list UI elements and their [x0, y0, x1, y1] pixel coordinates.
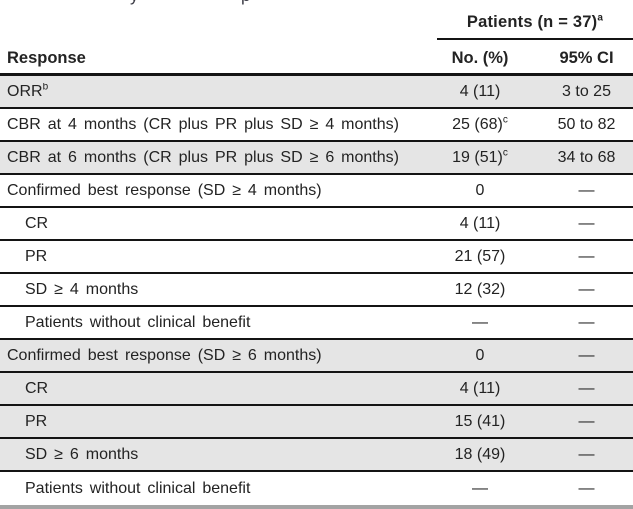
response-cell: Patients without clinical benefit: [0, 480, 420, 498]
patients-group-underline: [437, 38, 633, 40]
response-cell: ORRb: [0, 83, 420, 101]
response-cell: CBR at 6 months (CR plus PR plus SD ≥ 6 …: [0, 149, 420, 167]
response-label: PR: [25, 247, 48, 265]
table-row: Confirmed best response (SD ≥ 6 months) …: [0, 340, 633, 373]
response-label: CR: [25, 214, 49, 232]
table-row: Patients without clinical benefit — —: [0, 307, 633, 340]
response-cell: PR: [0, 248, 420, 266]
ci-cell: —: [578, 346, 595, 364]
ci-cell: —: [578, 379, 595, 397]
response-label: Patients without clinical benefit: [25, 479, 251, 497]
cropped-caption-fragment: p: [241, 0, 250, 6]
response-cell: Patients without clinical benefit: [0, 314, 420, 332]
no-percent-value: 0: [475, 346, 485, 364]
ci-cell: —: [578, 214, 595, 232]
footnote-marker-a: a: [597, 12, 604, 24]
no-percent-cell: 4 (11): [420, 215, 540, 233]
no-percent-cell: 12 (32): [420, 281, 540, 299]
no-percent-cell: —: [420, 480, 540, 498]
response-label: Confirmed best response (SD ≥ 6 months): [7, 346, 322, 364]
table-row: PR 15 (41) —: [0, 406, 633, 439]
table-row: ORRb 4 (11) 3 to 25: [0, 76, 633, 109]
no-percent-value: 4 (11): [459, 379, 501, 397]
ci-cell: 34 to 68: [557, 148, 616, 166]
no-percent-value: 15 (41): [454, 412, 506, 430]
table-row: Confirmed best response (SD ≥ 4 months) …: [0, 175, 633, 208]
ci-column-header: 95% CI: [559, 49, 614, 67]
table-row: CBR at 6 months (CR plus PR plus SD ≥ 6 …: [0, 142, 633, 175]
footnote-marker: b: [42, 82, 49, 93]
ci-cell: —: [578, 313, 595, 331]
response-cell: CBR at 4 months (CR plus PR plus SD ≥ 4 …: [0, 116, 420, 134]
table-row: SD ≥ 4 months 12 (32) —: [0, 274, 633, 307]
response-cell: CR: [0, 215, 420, 233]
no-percent-value: 19 (51): [452, 148, 503, 166]
no-percent-value: 12 (32): [454, 280, 506, 298]
response-label: CR: [25, 379, 49, 397]
ci-cell: —: [578, 479, 595, 497]
response-label: CBR at 6 months (CR plus PR plus SD ≥ 6 …: [7, 148, 399, 166]
table-row: CR 4 (11) —: [0, 373, 633, 406]
footnote-marker: c: [502, 114, 508, 126]
response-label: ORR: [7, 82, 43, 100]
response-label: Confirmed best response (SD ≥ 4 months): [7, 181, 322, 199]
no-percent-cell: 25 (68)c: [420, 114, 540, 134]
response-label: PR: [25, 412, 48, 430]
no-percent-value: 21 (57): [454, 247, 506, 265]
no-percent-value: —: [472, 313, 488, 331]
response-cell: Confirmed best response (SD ≥ 6 months): [0, 347, 420, 365]
table-row: SD ≥ 6 months 18 (49) —: [0, 439, 633, 472]
ci-cell: —: [578, 445, 595, 463]
cropped-caption-fragment: y: [130, 0, 139, 6]
no-percent-cell: —: [420, 314, 540, 332]
bottom-crop-bar: [0, 505, 633, 509]
patients-group-label: Patients (n = 37): [466, 13, 598, 31]
response-label: SD ≥ 6 months: [25, 445, 139, 463]
no-percent-value: 18 (49): [454, 445, 506, 463]
response-column-header: Response: [7, 49, 86, 67]
no-percent-column-header: No. (%): [451, 49, 509, 67]
no-percent-value: —: [472, 479, 488, 497]
ci-cell: —: [578, 247, 595, 265]
table-row: CR 4 (11) —: [0, 208, 633, 241]
column-header-row: Response No. (%) 95% CI: [0, 44, 633, 73]
no-percent-cell: 21 (57): [420, 248, 540, 266]
response-label: Patients without clinical benefit: [25, 313, 251, 331]
no-percent-cell: 4 (11): [420, 83, 540, 101]
ci-cell: 50 to 82: [557, 115, 616, 133]
table-row: Patients without clinical benefit — —: [0, 472, 633, 505]
footnote-marker: c: [502, 147, 508, 159]
response-cell: Confirmed best response (SD ≥ 4 months): [0, 182, 420, 200]
table-row: CBR at 4 months (CR plus PR plus SD ≥ 4 …: [0, 109, 633, 142]
cropped-caption-strip: y p: [0, 0, 633, 6]
table-row: PR 21 (57) —: [0, 241, 633, 274]
response-label: SD ≥ 4 months: [25, 280, 139, 298]
response-cell: PR: [0, 413, 420, 431]
no-percent-value: 25 (68): [452, 115, 503, 133]
header-separator-rule: [0, 73, 633, 76]
response-cell: SD ≥ 4 months: [0, 281, 420, 299]
no-percent-cell: 0: [420, 347, 540, 365]
no-percent-cell: 15 (41): [420, 413, 540, 431]
no-percent-cell: 0: [420, 182, 540, 200]
table-body: ORRb 4 (11) 3 to 25 CBR at 4 months (CR …: [0, 76, 633, 505]
no-percent-value: 4 (11): [459, 82, 501, 100]
no-percent-cell: 19 (51)c: [420, 147, 540, 167]
ci-cell: 3 to 25: [562, 82, 611, 100]
response-label: CBR at 4 months (CR plus PR plus SD ≥ 4 …: [7, 115, 399, 133]
patients-group-header: Patients (n = 37)a: [437, 13, 633, 32]
response-cell: CR: [0, 380, 420, 398]
ci-cell: —: [578, 412, 595, 430]
ci-cell: —: [578, 280, 595, 298]
no-percent-value: 4 (11): [459, 214, 501, 232]
response-cell: SD ≥ 6 months: [0, 446, 420, 464]
no-percent-value: 0: [475, 181, 485, 199]
no-percent-cell: 18 (49): [420, 446, 540, 464]
ci-cell: —: [578, 181, 595, 199]
no-percent-cell: 4 (11): [420, 380, 540, 398]
